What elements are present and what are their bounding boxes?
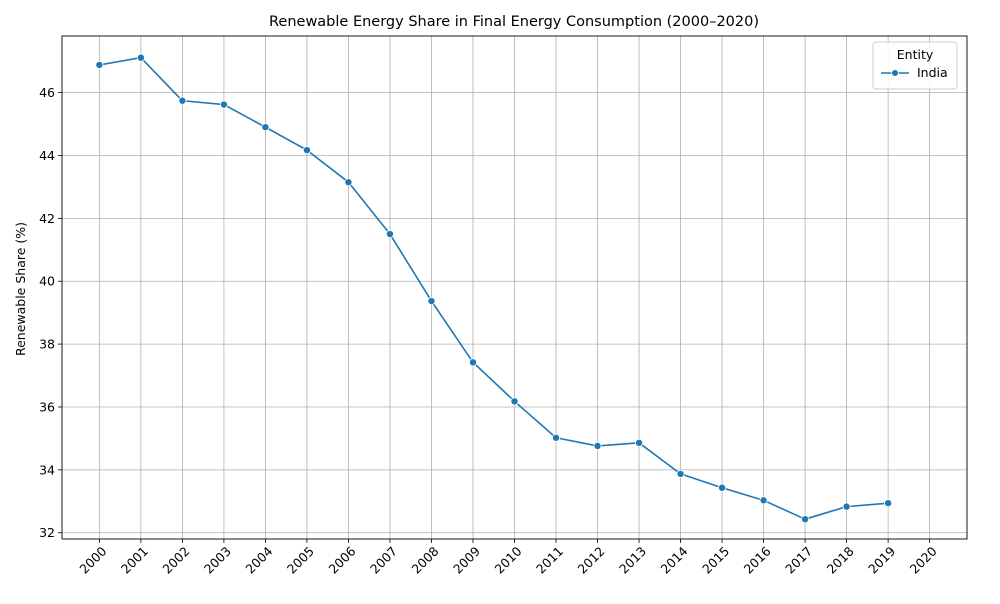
data-point: [385, 230, 394, 239]
data-point: [842, 502, 851, 511]
y-tick-label: 44: [39, 148, 55, 163]
data-point: [510, 397, 519, 406]
series-layer: [95, 53, 893, 524]
data-point: [344, 178, 353, 187]
y-axis-ticks: 32 34 36 38 40 42 44 46: [39, 85, 62, 540]
y-tick-label: 36: [39, 399, 55, 414]
y-tick-label: 42: [39, 211, 55, 226]
y-tick-label: 40: [39, 274, 55, 289]
data-point: [552, 433, 561, 442]
y-tick-label: 32: [39, 525, 55, 540]
data-point: [468, 358, 477, 367]
legend-box: [872, 41, 958, 90]
data-point: [718, 483, 727, 492]
chart-title: Renewable Energy Share in Final Energy C…: [269, 14, 759, 30]
data-point: [635, 438, 644, 447]
data-point: [95, 60, 104, 69]
y-tick-label: 38: [39, 337, 55, 352]
data-point: [759, 496, 768, 505]
data-point: [261, 123, 270, 132]
data-point: [676, 469, 685, 478]
legend: Entity India: [872, 41, 958, 90]
data-point: [302, 146, 311, 155]
data-point: [178, 96, 187, 105]
legend-entry-label: India: [917, 65, 948, 80]
legend-title: Entity: [897, 47, 934, 62]
y-tick-label: 34: [39, 462, 55, 477]
data-point: [593, 441, 602, 450]
series-line: [99, 56, 889, 520]
legend-marker-swatch: [891, 69, 899, 77]
data-point: [136, 53, 145, 62]
grid-lines: [62, 36, 967, 539]
data-point: [884, 499, 893, 508]
y-axis-label: Renewable Share (%): [13, 222, 28, 356]
data-point: [427, 297, 436, 306]
data-point: [219, 100, 228, 109]
y-tick-label: 46: [39, 85, 55, 100]
data-point: [801, 515, 810, 524]
